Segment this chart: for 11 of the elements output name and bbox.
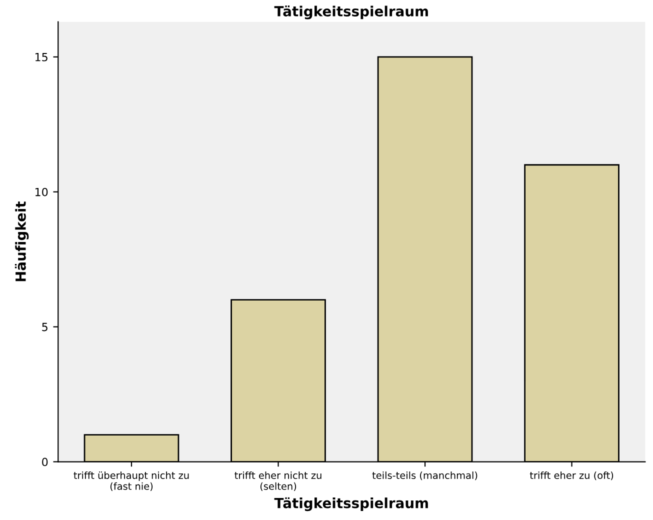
- y-tick-label: 5: [42, 322, 48, 332]
- x-tick-label: trifft überhaupt nicht zu (fast nie): [74, 471, 189, 492]
- y-tick-label: 15: [35, 53, 48, 62]
- x-tick-label: trifft eher zu (oft): [530, 471, 614, 480]
- y-tick-label: 0: [42, 458, 48, 466]
- x-axis-title: Tätigkeitsspielraum: [274, 497, 428, 512]
- chart-title: Tätigkeitsspielraum: [274, 6, 428, 20]
- y-axis-title: Häufigkeit: [14, 201, 29, 282]
- x-tick-label: trifft eher nicht zu (selten): [234, 471, 322, 492]
- x-tick-label: teils-teils (manchmal): [372, 471, 478, 480]
- y-tick-label: 10: [35, 188, 48, 196]
